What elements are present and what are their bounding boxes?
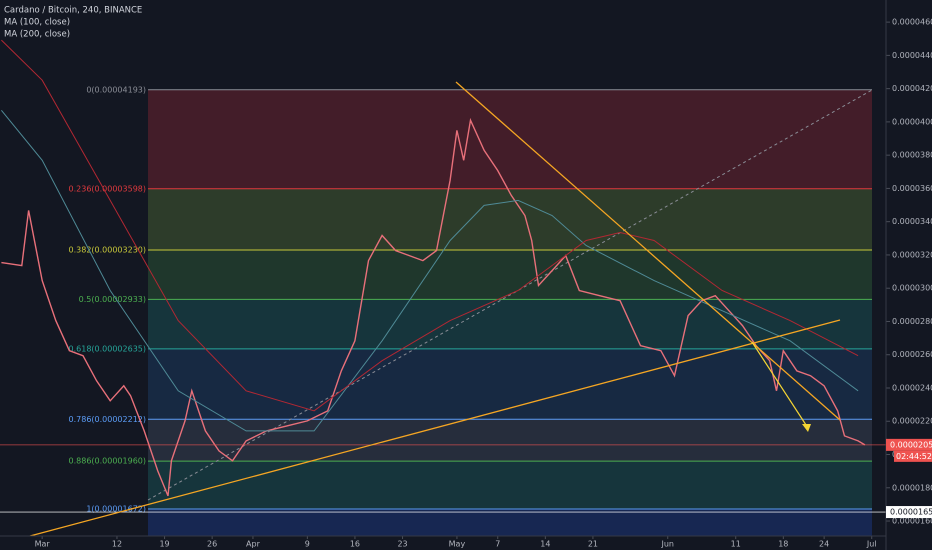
x-tick-label: 21 <box>588 540 598 549</box>
y-tick-label: 0.00003600 <box>892 184 932 193</box>
drawings <box>29 81 841 536</box>
y-tick-label: 0.00004400 <box>892 51 932 60</box>
y-tick-label: 0.00001800 <box>892 483 932 492</box>
price-line <box>1 117 866 497</box>
fib-zone <box>148 89 872 189</box>
y-tick-label: 0.00004600 <box>892 18 932 27</box>
ma-line <box>1 109 859 432</box>
x-tick-label: Apr <box>246 540 261 549</box>
x-tick-label: 9 <box>305 540 310 549</box>
fib-trend-line <box>147 89 873 501</box>
legend-entry: MA (100, close) <box>4 18 70 28</box>
fib-label: 0.5(0.00002933) <box>79 295 146 304</box>
countdown-tag <box>894 450 932 462</box>
fib-zone <box>148 299 872 349</box>
fib-zone <box>148 461 872 510</box>
x-tick-label: 19 <box>159 540 169 549</box>
fib-label: 0.236(0.00003598) <box>69 184 147 193</box>
last-price-tag <box>886 438 932 451</box>
y-tick-label: 0.00003200 <box>892 250 932 259</box>
fib-zone <box>148 249 872 300</box>
fib-label: 0.786(0.00002212) <box>69 415 147 424</box>
marker-price-tag <box>886 506 932 519</box>
y-tick-label: 0.00002800 <box>892 317 932 326</box>
y-tick-label: 0.00004200 <box>892 84 932 93</box>
x-tick-label: 24 <box>819 540 829 549</box>
fib-label: 0.886(0.00001960) <box>69 457 147 466</box>
trend-line <box>29 319 841 536</box>
y-tick-label: 0.00003800 <box>892 151 932 160</box>
x-tick-label: Jun <box>660 540 674 549</box>
y-tick-label: 0.00002200 <box>892 417 932 426</box>
y-tick-label: 0.00004000 <box>892 117 932 126</box>
fib-label: 1(0.00001672) <box>86 505 146 514</box>
arrow-line <box>751 341 809 429</box>
fib-zone <box>148 188 872 250</box>
x-tick-label: Jul <box>866 540 877 549</box>
y-tick-label: 0.00003400 <box>892 217 932 226</box>
chart-title: Cardano / Bitcoin, 240, BINANCE <box>4 6 142 16</box>
fib-zone <box>148 419 872 462</box>
x-tick-label: Mar <box>35 540 51 549</box>
y-tick-label: 0.00001600 <box>892 517 932 526</box>
fib-label: 0(0.00004193) <box>86 85 146 94</box>
fib-label: 0.382(0.00003230) <box>69 245 147 254</box>
y-tick-label: 0.00002400 <box>892 383 932 392</box>
x-tick-label: 7 <box>495 540 500 549</box>
fib-label: 0.618(0.00002635) <box>69 344 147 353</box>
x-tick-label: 12 <box>112 540 122 549</box>
marker-price-label: 0.00001654 <box>890 508 932 517</box>
arrow-head <box>802 424 811 432</box>
y-tick-label: 0.00002600 <box>892 350 932 359</box>
x-tick-label: 26 <box>207 540 217 549</box>
fib-zones: 0(0.00004193) 0.236(0.00003598) 0.382(0.00… <box>69 85 872 536</box>
y-tick-label: 0.00003000 <box>892 284 932 293</box>
x-tick-label: 16 <box>350 540 360 549</box>
plot-lines <box>0 39 886 513</box>
legend-entry: MA (200, close) <box>4 30 70 40</box>
last-price-label: 0.00002058 <box>890 440 932 449</box>
trend-line <box>455 81 841 421</box>
countdown: 02:44:52 <box>896 452 932 461</box>
x-tick-label: 23 <box>397 540 407 549</box>
x-tick-label: 11 <box>731 540 741 549</box>
x-tick-label: 14 <box>540 540 550 549</box>
x-tick-label: May <box>449 540 466 549</box>
ma-line <box>1 39 859 412</box>
fib-zone <box>148 509 872 536</box>
x-tick-label: 18 <box>778 540 788 549</box>
